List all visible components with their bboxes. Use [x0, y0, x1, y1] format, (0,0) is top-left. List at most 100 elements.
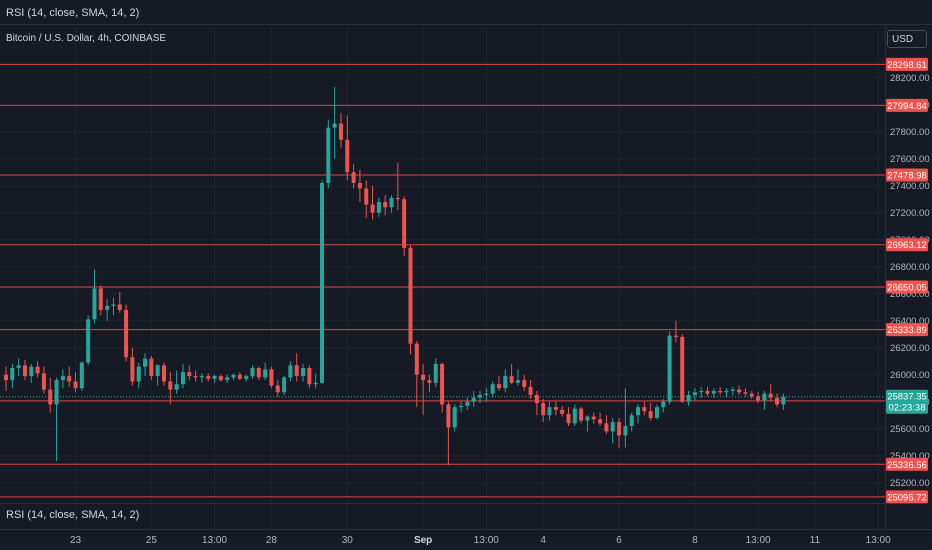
- price-tick-label: 25200.00: [890, 478, 930, 489]
- candle-body: [383, 201, 388, 208]
- candle-body: [730, 389, 735, 391]
- candle-body: [389, 197, 394, 208]
- candle-body: [667, 335, 672, 402]
- currency-button[interactable]: USD: [887, 30, 927, 48]
- level-price-label: 26963.12: [887, 240, 927, 251]
- candle-body: [193, 376, 198, 378]
- time-axis-label: 23: [70, 535, 82, 546]
- candle-body: [124, 309, 129, 358]
- candle-body: [345, 139, 350, 173]
- candle-body: [604, 423, 609, 432]
- candle-body: [737, 389, 742, 393]
- candle-body: [490, 384, 495, 394]
- candle-body: [724, 390, 729, 393]
- candle-body: [534, 394, 539, 404]
- candle-body: [130, 357, 135, 382]
- candle-body: [775, 397, 780, 405]
- level-price-label: 27994.84: [887, 101, 927, 112]
- candle-body: [661, 401, 666, 408]
- symbol-legend[interactable]: Bitcoin / U.S. Dollar, 4h, COINBASE: [6, 33, 167, 44]
- candle-body: [762, 393, 767, 401]
- candle-body: [572, 408, 577, 424]
- candle-body: [503, 376, 508, 389]
- time-axis-labels: 23 25 13:00 28 30 Sep 13:00 4 6 8 13:00 11 13:00: [70, 535, 891, 546]
- candle-body: [332, 123, 337, 128]
- indicator-legend-bottom[interactable]: RSI (14, close, SMA, 14, 2): [6, 509, 140, 521]
- price-axis-border: [885, 24, 886, 529]
- candle-body: [256, 367, 261, 378]
- price-tick-label: 27800.00: [890, 127, 930, 138]
- candle-body: [16, 365, 21, 368]
- time-axis-label: 30: [342, 535, 354, 546]
- level-price-tag: [886, 168, 928, 182]
- candle-body: [218, 376, 223, 381]
- candle-body: [275, 385, 280, 393]
- candle-body: [136, 366, 141, 382]
- bar-countdown-label: 02:23:38: [889, 403, 926, 414]
- candle-body: [225, 377, 230, 381]
- candle-body: [680, 336, 685, 402]
- candle-body: [617, 421, 622, 436]
- time-axis-label: 13:00: [746, 535, 771, 546]
- candle-body: [105, 305, 110, 310]
- candle-body: [781, 396, 786, 405]
- last-price-label: 25837.35: [887, 392, 927, 403]
- price-tick-label: 26400.00: [890, 316, 930, 327]
- candle-body: [629, 415, 634, 427]
- candle-body: [509, 376, 514, 383]
- candle-body: [642, 407, 647, 412]
- candle-body: [282, 377, 287, 393]
- candle-body: [269, 369, 274, 386]
- level-lines: [0, 63, 886, 498]
- candle-body: [307, 367, 312, 385]
- candle-body: [414, 343, 419, 375]
- candle-body: [547, 407, 552, 416]
- candle-body: [402, 199, 407, 248]
- candle-body: [326, 127, 331, 184]
- pane-separator[interactable]: [0, 503, 886, 504]
- level-price-label: 26333.89: [887, 325, 927, 336]
- candle-body: [301, 367, 306, 377]
- candle-body: [522, 380, 527, 387]
- time-axis-label: 28: [266, 535, 278, 546]
- candle-body: [711, 390, 716, 394]
- candle-body: [237, 374, 242, 379]
- time-axis-label: 4: [540, 535, 546, 546]
- candle-body: [756, 396, 761, 401]
- candle-body: [610, 421, 615, 432]
- candle-body: [206, 376, 211, 379]
- level-price-label: 27478.98: [887, 171, 927, 182]
- time-axis-label: 13:00: [202, 535, 227, 546]
- grid: [0, 26, 884, 529]
- candle-body: [162, 365, 166, 382]
- price-tick-label: 28200.00: [890, 73, 930, 84]
- candle-body: [351, 172, 356, 184]
- candle-body: [648, 411, 653, 418]
- candle-body: [48, 389, 53, 405]
- candle-body: [86, 319, 91, 363]
- candle-body: [149, 358, 154, 377]
- candle-body: [67, 376, 72, 382]
- candle-body: [705, 390, 710, 394]
- candle-body: [446, 404, 451, 428]
- candle-body: [92, 288, 97, 320]
- candle-body: [560, 409, 565, 414]
- candle-body: [98, 288, 103, 310]
- time-axis-label: 13:00: [474, 535, 499, 546]
- candle-body: [79, 362, 84, 389]
- candle-body: [111, 304, 116, 306]
- level-price-tag: [886, 98, 928, 112]
- candle-body: [452, 407, 457, 428]
- candle-body: [471, 397, 476, 402]
- candle-body: [294, 365, 299, 377]
- last-price-tag: [886, 389, 928, 414]
- indicator-legend-top[interactable]: RSI (14, close, SMA, 14, 2): [6, 7, 140, 19]
- time-axis-label: 6: [616, 535, 622, 546]
- price-tick-label: 25600.00: [890, 424, 930, 435]
- candle-body: [395, 197, 400, 200]
- candle-body: [41, 373, 46, 390]
- candle-body: [250, 367, 255, 377]
- price-tick-label: 26200.00: [890, 343, 930, 354]
- candle-body: [585, 416, 590, 421]
